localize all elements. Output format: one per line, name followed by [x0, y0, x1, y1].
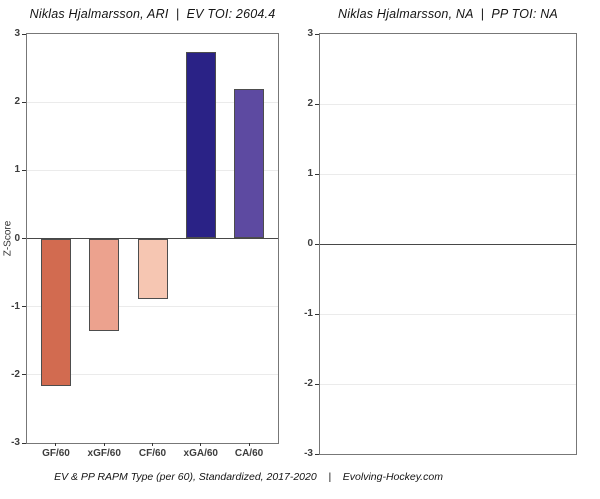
y-tick-mark: [315, 103, 319, 105]
bar-cf-60: [137, 238, 168, 300]
figure-caption: EV & PP RAPM Type (per 60), Standardized…: [54, 471, 443, 483]
y-tick-mark: [315, 173, 319, 175]
x-tick-mark: [152, 443, 153, 446]
ev-chart-title: Niklas Hjalmarsson, ARI | EV TOI: 2604.4: [29, 7, 276, 21]
ev-rapm-panel: 3 2 1 0 -1 -2 -3 GF/60 xGF/60 CF/60 xGA/60 CA/60: [11, 28, 279, 459]
y-tick-mark: [22, 306, 26, 308]
y-tick-label: 3: [14, 28, 20, 39]
y-tick-mark: [22, 374, 26, 376]
y-tick-label: -3: [11, 437, 20, 448]
pp-rapm-panel: 3 2 1 0 -1 -2 -3: [304, 28, 577, 459]
pp-chart-title: Niklas Hjalmarsson, NA | PP TOI: NA: [338, 7, 558, 21]
y-tick-mark: [315, 313, 319, 315]
gridline: [27, 169, 278, 171]
gridline: [320, 103, 576, 105]
x-tick-mark: [103, 443, 105, 446]
x-tick-label: CF/60: [138, 448, 167, 459]
x-tick-mark: [200, 443, 202, 446]
y-tick-mark: [315, 383, 319, 385]
y-tick-mark: [315, 243, 319, 245]
bar-xga-60: [185, 51, 216, 239]
gridline: [27, 374, 278, 376]
y-tick-label: 1: [14, 164, 20, 176]
gridline: [320, 313, 576, 315]
zero-line: [320, 243, 576, 245]
bar-ca-60: [234, 89, 265, 239]
y-tick-label: -1: [11, 300, 20, 312]
y-tick-mark: [315, 33, 319, 35]
y-tick-label: 2: [14, 96, 20, 108]
x-tick-label: xGA/60: [183, 448, 218, 459]
y-tick-mark: [22, 101, 26, 103]
bar-gf-60: [40, 238, 71, 387]
x-tick-label: xGF/60: [87, 448, 121, 459]
y-tick-label: 3: [307, 28, 313, 39]
y-tick-mark: [22, 33, 26, 35]
gridline: [320, 173, 576, 175]
y-tick-label: -2: [11, 368, 20, 380]
y-tick-label: -3: [304, 448, 313, 459]
y-tick-label: -2: [304, 378, 313, 389]
gridline: [27, 101, 278, 103]
bar-xgf-60: [89, 238, 120, 332]
x-tick-mark: [248, 443, 250, 446]
y-tick-label: 0: [307, 238, 313, 249]
y-tick-label: 2: [307, 98, 313, 109]
x-tick-label: GF/60: [42, 448, 70, 459]
y-tick-mark: [22, 238, 26, 239]
x-tick-label: CA/60: [234, 448, 264, 459]
x-tick-mark: [55, 443, 57, 446]
y-tick-label: 1: [307, 168, 313, 179]
y-tick-label: -1: [304, 308, 313, 319]
y-tick-mark: [22, 442, 26, 444]
y-tick-mark: [315, 453, 319, 455]
y-tick-label: 0: [14, 232, 20, 244]
gridline: [320, 383, 576, 385]
gridline: [27, 306, 278, 308]
y-tick-mark: [22, 169, 26, 171]
